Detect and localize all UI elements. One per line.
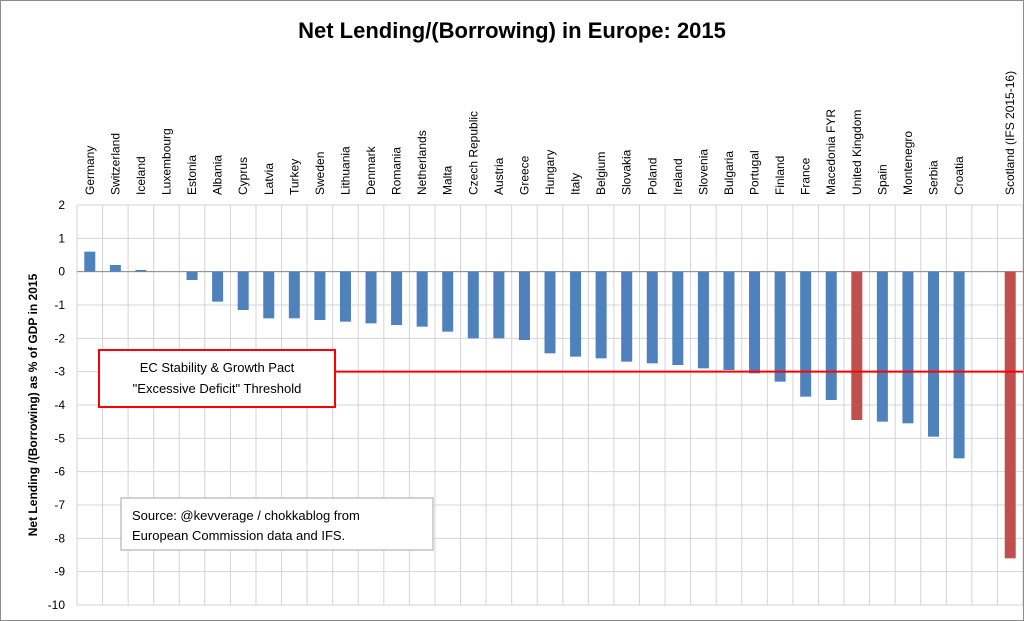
- category-label: Ireland: [671, 158, 685, 195]
- category-label: Estonia: [185, 155, 199, 195]
- category-label: Serbia: [927, 160, 941, 195]
- y-tick-label: -5: [54, 431, 65, 445]
- category-label: Finland: [773, 156, 787, 195]
- category-label: Iceland: [134, 156, 148, 195]
- source-note: Source: @kevverage / chokkablog from Euro…: [120, 497, 434, 551]
- bar: [697, 271, 709, 369]
- category-label: Italy: [569, 173, 583, 195]
- y-tick-label: -2: [54, 331, 65, 345]
- threshold-callout-box: [98, 349, 336, 408]
- y-tick-label: -7: [54, 498, 65, 512]
- threshold-annotation: EC Stability & Growth Pact "Excessive Def…: [98, 349, 1023, 408]
- y-tick-labels: 2 1 0 -1 -2 -3 -4 -5 -6 -7 -8 -9 -10: [48, 198, 66, 612]
- threshold-label: "Excessive Deficit" Threshold: [133, 381, 302, 396]
- bar: [825, 271, 837, 400]
- y-tick-label: -9: [54, 565, 65, 579]
- bar: [467, 271, 479, 339]
- threshold-label: EC Stability & Growth Pact: [140, 360, 295, 375]
- bar: [723, 271, 735, 370]
- category-label: United Kingdom: [850, 110, 864, 195]
- bar: [570, 271, 582, 357]
- bar: [953, 271, 965, 459]
- bar: [84, 251, 96, 272]
- category-label: Bulgaria: [722, 151, 736, 195]
- category-label: Greece: [517, 155, 531, 195]
- category-label: Belgium: [594, 152, 608, 195]
- y-tick-label: -10: [48, 598, 66, 612]
- y-tick-label: 0: [58, 265, 65, 279]
- bar: [902, 271, 914, 424]
- bars: [84, 251, 1016, 559]
- bar: [288, 271, 300, 319]
- category-label: Latvia: [262, 163, 276, 195]
- source-text: Source: @kevverage / chokkablog from: [132, 508, 360, 523]
- y-tick-label: 1: [58, 231, 65, 245]
- bar: [365, 271, 377, 324]
- category-label: Netherlands: [415, 130, 429, 195]
- bar: [493, 271, 505, 339]
- bar: [416, 271, 428, 327]
- category-label: France: [799, 157, 813, 195]
- category-label: Austria: [492, 157, 506, 195]
- y-tick-label: 2: [58, 198, 65, 212]
- y-tick-label: -1: [54, 298, 65, 312]
- category-labels: Germany Switzerland Iceland Luxembourg Eston…: [83, 71, 1017, 195]
- category-label: Germany: [83, 146, 97, 195]
- bar: [339, 271, 351, 322]
- bar: [314, 271, 326, 320]
- bar: [928, 271, 940, 437]
- bar: [774, 271, 786, 382]
- bar: [186, 271, 198, 280]
- category-label: Slovenia: [696, 149, 710, 195]
- bar: [595, 271, 607, 359]
- y-tick-label: -4: [54, 398, 65, 412]
- category-label: Scotland (IFS 2015-16): [1003, 71, 1017, 195]
- category-label: Luxembourg: [159, 128, 173, 195]
- bar: [749, 271, 761, 374]
- bar: [1004, 271, 1016, 559]
- category-label: Albania: [211, 155, 225, 195]
- y-tick-label: -8: [54, 531, 65, 545]
- bar: [544, 271, 556, 354]
- bar: [263, 271, 275, 319]
- category-label: Slovakia: [620, 149, 634, 195]
- bar: [442, 271, 454, 332]
- y-axis-label: Net Lending /(Borrowing) as % of GDP in …: [26, 273, 40, 536]
- bar: [135, 270, 147, 272]
- bar: [851, 271, 863, 420]
- bar: [212, 271, 224, 302]
- category-label: Croatia: [952, 156, 966, 195]
- y-tick-label: -6: [54, 465, 65, 479]
- category-label: Switzerland: [108, 133, 122, 195]
- category-label: Poland: [645, 158, 659, 195]
- category-label: Czech Republic: [466, 111, 480, 195]
- chart-title: Net Lending/(Borrowing) in Europe: 2015: [298, 18, 726, 43]
- category-label: Sweden: [313, 152, 327, 195]
- bar: [672, 271, 684, 365]
- category-label: Malta: [441, 165, 455, 195]
- category-label: Cyprus: [236, 157, 250, 195]
- category-label: Macedonia FYR: [824, 109, 838, 195]
- bar: [391, 271, 403, 325]
- category-label: Portugal: [748, 150, 762, 195]
- category-label: Hungary: [543, 150, 557, 195]
- y-tick-label: -3: [54, 365, 65, 379]
- category-label: Montenegro: [901, 131, 915, 195]
- category-label: Turkey: [287, 159, 301, 195]
- category-label: Lithuania: [338, 146, 352, 195]
- category-label: Spain: [875, 164, 889, 195]
- source-text: European Commission data and IFS.: [132, 528, 345, 543]
- bar: [237, 271, 249, 310]
- bar: [109, 265, 121, 272]
- bar: [646, 271, 658, 364]
- category-label: Romania: [390, 147, 404, 195]
- bar: [800, 271, 812, 397]
- bar: [876, 271, 888, 422]
- source-box: [120, 497, 434, 551]
- category-label: Denmark: [364, 145, 378, 195]
- bar: [518, 271, 530, 340]
- bar: [621, 271, 633, 362]
